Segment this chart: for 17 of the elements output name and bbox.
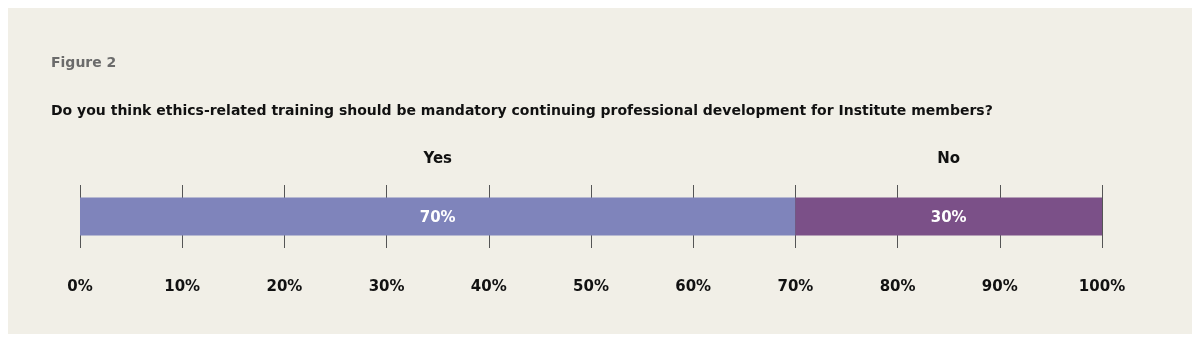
- x-tick-label: 90%: [981, 276, 1018, 295]
- x-tick-label: 30%: [368, 276, 405, 295]
- data-label: 30%: [930, 207, 967, 226]
- text: Yes: [422, 149, 453, 167]
- data-label: 70%: [419, 207, 456, 226]
- chart-title: Figure 2: [51, 54, 117, 70]
- x-tick-label: 60%: [675, 276, 712, 295]
- text: No: [937, 149, 961, 167]
- x-tick-label: 50%: [573, 276, 609, 295]
- x-tick-label: 70%: [777, 276, 814, 295]
- x-tick-label: 80%: [879, 276, 916, 295]
- x-tick-label: 100%: [1078, 276, 1126, 295]
- x-tick-label: 40%: [470, 276, 507, 295]
- chart-subtitle: Do you think ethics-related training should be mandatory continuing professional development for Institute members?: [51, 102, 993, 118]
- x-tick-label: 10%: [164, 276, 201, 295]
- x-tick-label: 20%: [266, 276, 303, 295]
- x-tick-label: 0%: [67, 276, 93, 295]
